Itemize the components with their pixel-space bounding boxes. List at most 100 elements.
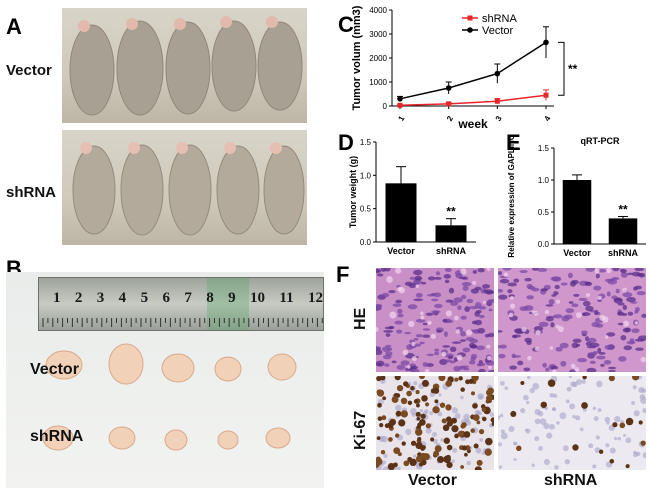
cell-gap — [445, 310, 452, 317]
negative-nucleus — [429, 411, 434, 416]
nucleus — [415, 334, 423, 338]
negative-nucleus — [625, 437, 632, 444]
nucleus — [444, 268, 452, 273]
positive-nucleus — [376, 376, 382, 382]
nucleus — [415, 292, 423, 298]
positive-nucleus — [485, 394, 493, 402]
nucleus — [555, 346, 563, 352]
nucleus — [527, 285, 536, 290]
nucleus — [596, 355, 606, 360]
negative-nucleus — [504, 386, 509, 391]
y-tick-label: 4000 — [369, 6, 387, 15]
positive-nucleus — [434, 445, 442, 453]
nucleus — [604, 344, 614, 350]
panel-f-he-label: HE — [352, 307, 369, 330]
nucleus — [573, 293, 580, 297]
legend-marker — [467, 27, 473, 33]
cell-gap — [535, 330, 541, 336]
nucleus — [635, 306, 640, 312]
nucleus — [376, 273, 384, 277]
positive-nucleus — [632, 376, 640, 381]
panel-c-letter: C — [338, 12, 354, 37]
y-axis-label: Relative expression of GAPLINC — [507, 134, 516, 257]
positive-nucleus — [474, 466, 482, 470]
nucleus — [597, 268, 607, 273]
cell-gap — [509, 303, 516, 309]
nucleus — [396, 364, 406, 370]
positive-nucleus — [472, 414, 480, 422]
panel-b-shrna-label: shRNA — [30, 428, 84, 445]
nucleus — [526, 295, 534, 300]
nucleus — [571, 279, 579, 285]
cell-gap — [634, 321, 639, 325]
nucleus — [457, 305, 462, 311]
positive-nucleus — [413, 399, 419, 404]
positive-nucleus — [478, 429, 485, 435]
positive-nucleus — [434, 399, 439, 404]
cell-gap — [570, 363, 576, 369]
positive-nucleus — [407, 400, 413, 406]
negative-nucleus — [539, 418, 547, 425]
nucleus — [449, 346, 457, 353]
panel-f-letter: F — [336, 262, 350, 287]
positive-nucleus — [403, 460, 410, 467]
negative-nucleus — [432, 431, 438, 437]
positive-nucleus — [393, 462, 398, 468]
positive-nucleus — [438, 376, 446, 382]
ruler-ticks — [42, 318, 323, 327]
positive-nucleus — [379, 422, 384, 428]
nucleus — [571, 342, 579, 349]
shrna-mice-illustration — [72, 142, 305, 236]
nucleus — [507, 289, 513, 294]
positive-nucleus — [409, 458, 417, 467]
nucleus — [545, 304, 554, 307]
x-tick-label: Vector — [387, 246, 415, 256]
nucleus — [420, 281, 427, 285]
negative-nucleus — [424, 409, 429, 414]
nucleus — [498, 294, 508, 300]
negative-nucleus — [500, 429, 505, 434]
nucleus — [445, 299, 454, 303]
ki67-vector-image — [376, 376, 494, 470]
nucleus — [548, 298, 555, 305]
positive-nucleus — [625, 417, 634, 426]
y-tick-label: 1.0 — [538, 176, 550, 185]
nucleus — [581, 312, 591, 316]
tumor-vector-4 — [214, 356, 242, 382]
nucleus — [545, 316, 554, 322]
tumor-shrna-3 — [164, 429, 188, 451]
positive-nucleus — [433, 450, 440, 457]
cell-gap — [386, 276, 393, 283]
nucleus — [597, 299, 602, 302]
positive-nucleus — [380, 449, 386, 455]
nucleus — [461, 281, 472, 287]
positive-nucleus — [619, 422, 626, 429]
tumor-samples — [42, 343, 297, 451]
negative-nucleus — [581, 379, 586, 384]
negative-nucleus — [543, 423, 550, 430]
nucleus — [523, 367, 531, 372]
positive-nucleus — [410, 440, 417, 446]
cell-gap — [552, 369, 557, 372]
nucleus — [585, 305, 594, 312]
nucleus — [411, 368, 420, 372]
positive-nucleus — [486, 389, 493, 396]
nucleus — [382, 346, 390, 352]
positive-nucleus — [376, 389, 382, 395]
ruler-number: 1 — [53, 290, 61, 306]
cell-gap — [441, 351, 447, 357]
cell-gap — [398, 287, 405, 294]
panel-a-letter: A — [6, 14, 22, 39]
positive-nucleus — [415, 441, 423, 450]
negative-nucleus — [405, 428, 412, 436]
nucleus — [376, 349, 383, 356]
negative-nucleus — [523, 394, 529, 401]
negative-nucleus — [529, 387, 535, 394]
positive-nucleus — [598, 449, 604, 454]
nucleus — [400, 360, 410, 366]
ruler-numbers: 1 2 3 4 5 6 7 8 9 10 11 12 — [53, 290, 323, 314]
negative-nucleus — [562, 445, 569, 452]
cell-gap — [574, 367, 580, 372]
positive-nucleus — [572, 444, 579, 451]
x-tick-label: 1 — [396, 114, 406, 123]
